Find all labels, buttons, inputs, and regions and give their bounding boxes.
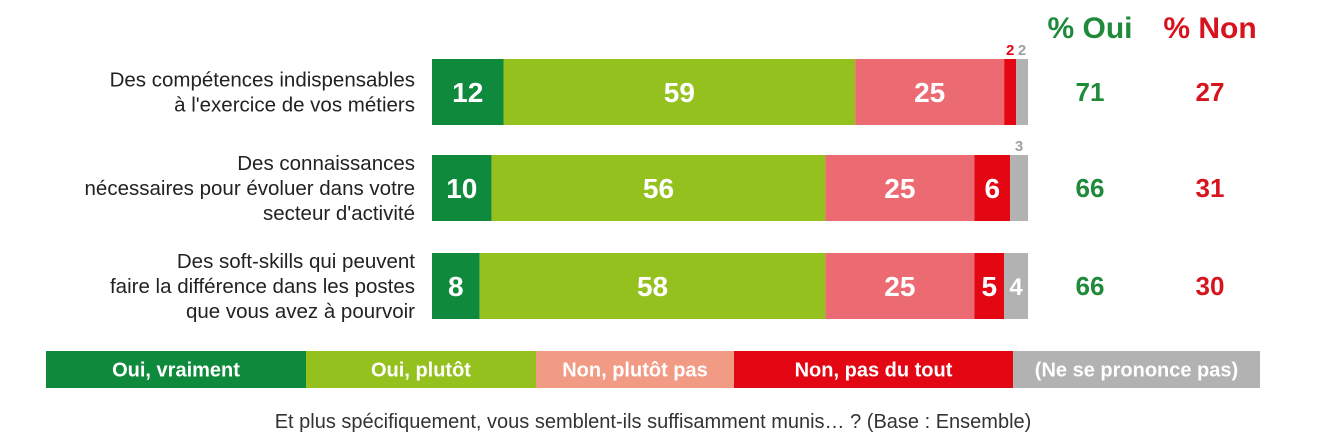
bar-segment [974, 253, 1005, 319]
data-label: 25 [884, 271, 915, 302]
data-label: 6 [984, 173, 1000, 204]
legend-label: Oui, plutôt [371, 360, 471, 382]
bar-segment [1016, 59, 1028, 125]
oui-percent-header: % Oui [1047, 12, 1132, 45]
bar-segment [1004, 59, 1017, 125]
legend-swatch [734, 351, 1013, 388]
oui-percent-value: 66 [1076, 173, 1105, 203]
data-label: 2 [1006, 42, 1014, 59]
non-percent-value: 30 [1196, 271, 1225, 301]
legend-label: Oui, vraiment [112, 360, 240, 382]
non-percent-header: % Non [1163, 12, 1256, 45]
bar-segment [432, 59, 504, 125]
bar-segment [503, 59, 856, 125]
category-label: faire la différence dans les postes [110, 275, 415, 298]
oui-percent-value: 66 [1076, 271, 1105, 301]
chart-footnote: Et plus spécifiquement, vous semblent-il… [275, 411, 1032, 433]
data-label: 12 [452, 77, 483, 108]
data-label: 2 [1018, 42, 1026, 59]
data-label: 10 [446, 173, 477, 204]
legend-label: Non, pas du tout [795, 360, 953, 382]
bar-segment [491, 155, 826, 221]
category-label: Des compétences indispensables [110, 69, 415, 92]
category-label: Des soft-skills qui peuvent [177, 250, 415, 273]
data-label: 25 [914, 77, 945, 108]
legend-label: Non, plutôt pas [562, 360, 708, 382]
legend-label: (Ne se prononce pas) [1035, 360, 1238, 382]
category-label: à l'exercice de vos métiers [174, 94, 415, 117]
category-label: Des connaissances [237, 152, 415, 175]
bar-segment [855, 59, 1005, 125]
legend-swatch [306, 351, 536, 388]
bar-segment [432, 155, 492, 221]
non-percent-value: 31 [1196, 173, 1225, 203]
bar-segment [1004, 253, 1028, 319]
category-label: secteur d'activité [263, 202, 415, 225]
data-label: 25 [884, 173, 915, 204]
data-label: 58 [637, 271, 668, 302]
bar-segment [479, 253, 826, 319]
legend-swatch [536, 351, 734, 388]
data-label: 5 [981, 271, 997, 302]
legend-swatch [1013, 351, 1260, 388]
category-label: nécessaires pour évoluer dans votre [85, 177, 415, 200]
data-label: 59 [664, 77, 695, 108]
bar-segment [974, 155, 1011, 221]
non-percent-value: 27 [1196, 77, 1225, 107]
bar-segment [825, 253, 975, 319]
category-label: que vous avez à pourvoir [186, 300, 415, 323]
data-label: 56 [643, 173, 674, 204]
legend-swatch [46, 351, 306, 388]
legend: Oui, vraiment Oui, plutôt Non, plutôt pas N… [46, 351, 1260, 388]
oui-percent-value: 71 [1076, 77, 1105, 107]
bar-segment [825, 155, 975, 221]
data-label: 4 [1009, 274, 1023, 301]
bar-segment [432, 253, 480, 319]
data-label: 3 [1015, 138, 1023, 155]
summary-layer: 71 27 66 31 66 30 % Oui % Non [1047, 12, 1256, 301]
data-label: 8 [448, 271, 464, 302]
bar-segment [1010, 155, 1028, 221]
